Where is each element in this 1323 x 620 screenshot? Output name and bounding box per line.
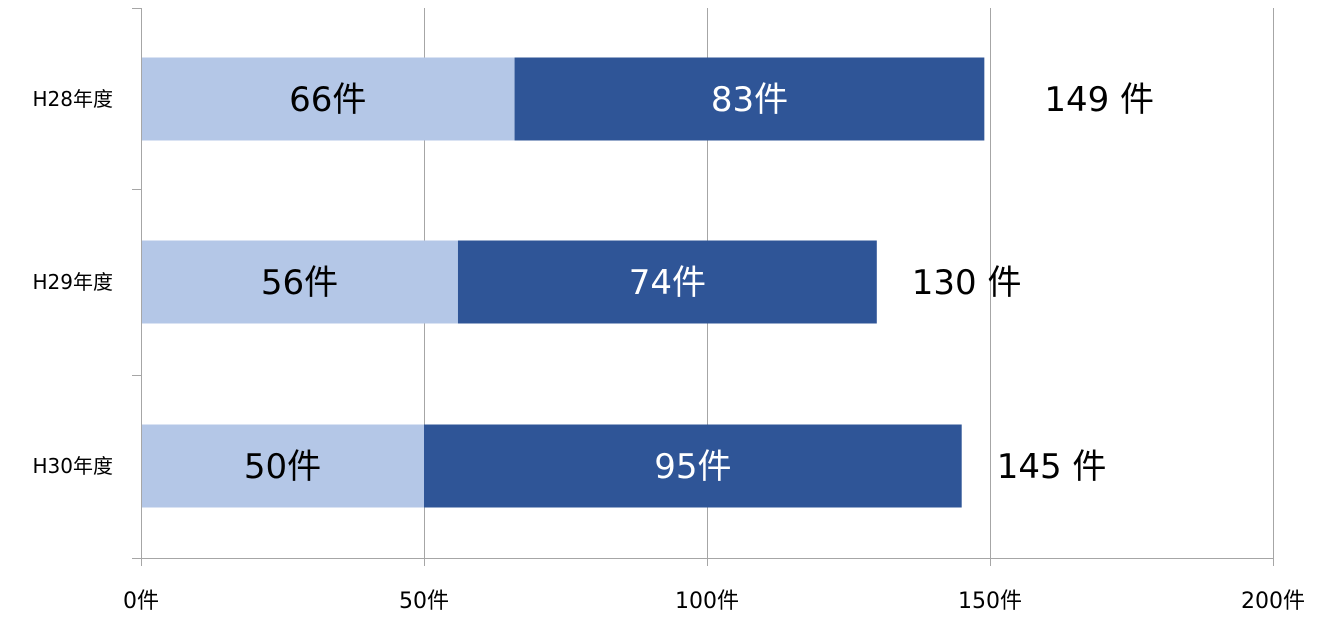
bar-value-label: 66件 — [289, 80, 366, 120]
bar-value-label: 95件 — [654, 447, 731, 487]
axes — [132, 8, 1274, 566]
labels: 0件 50件 100件 150件 200件 H28年度 H29年度 H30年度 66件 83件 14… — [33, 80, 1306, 614]
x-tick-label: 200件 — [1241, 589, 1305, 614]
bar-value-label: 50件 — [244, 447, 321, 487]
category-label: H28年度 — [33, 87, 114, 111]
bars — [141, 57, 985, 508]
bar-segment-series-1 — [141, 424, 424, 508]
category-label: H30年度 — [33, 454, 114, 478]
bar-segment-series-1 — [141, 240, 458, 324]
x-tick-label: 150件 — [958, 589, 1022, 614]
x-tick-label: 100件 — [675, 589, 739, 614]
bar-value-label: 56件 — [261, 263, 338, 303]
bar-segment-series-2 — [457, 240, 877, 324]
total-label: 145 件 — [997, 447, 1107, 487]
category-label: H29年度 — [33, 270, 114, 294]
bar-value-label: 74件 — [629, 263, 706, 303]
total-label: 130 件 — [912, 263, 1022, 303]
x-tick-label: 0件 — [123, 589, 159, 614]
bar-segment-series-1 — [141, 57, 515, 141]
bar-segment-series-2 — [424, 424, 962, 508]
x-tick-label: 50件 — [399, 589, 449, 614]
total-label: 149 件 — [1044, 80, 1154, 120]
bar-segment-series-2 — [514, 57, 985, 141]
bar-value-label: 83件 — [711, 80, 788, 120]
